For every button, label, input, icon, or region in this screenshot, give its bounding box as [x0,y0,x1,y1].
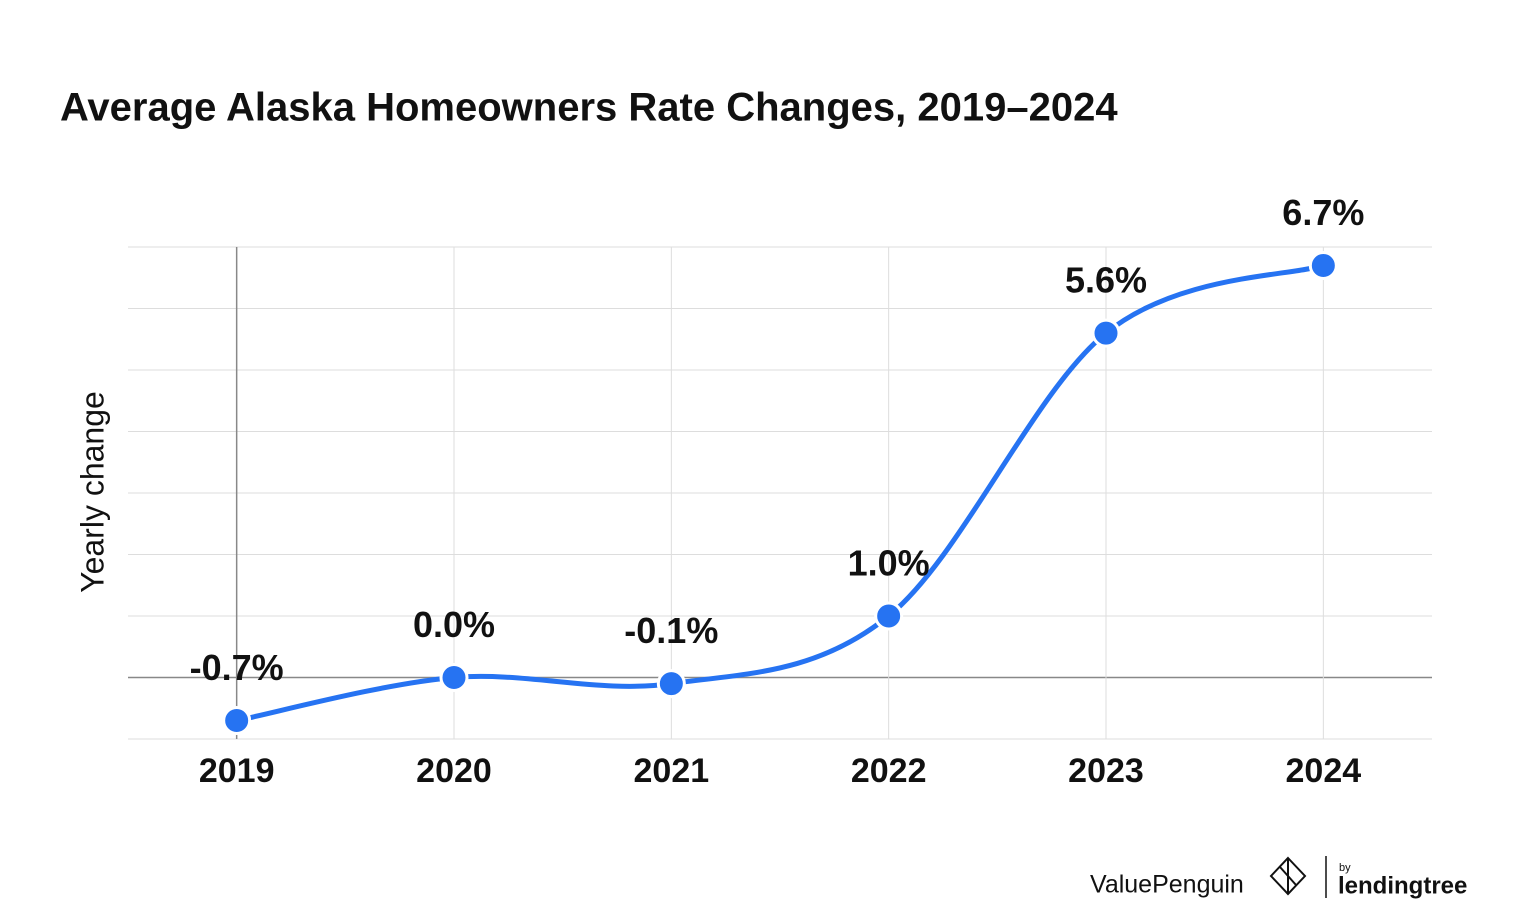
partner: lendingtree [1338,872,1467,899]
point [874,601,904,631]
point [222,706,252,736]
x-tick-label: 2020 [416,752,492,790]
marks: 2019 2020 2021 2022 2023 2024 -0.7% 0.0% -0.1% 1.… [190,192,1365,790]
point [1091,318,1121,348]
brand: ValuePenguin [1090,871,1244,899]
value-label: 6.7% [1282,192,1364,233]
by-text: by [1339,862,1351,874]
x-tick-label: 2024 [1286,752,1362,790]
value-label: 0.0% [413,604,495,645]
x-tick-label: 2022 [851,752,927,790]
brand-icon [1269,856,1307,896]
value-label: -0.7% [190,647,284,688]
x-tick-label: 2019 [199,752,275,790]
logo: ValuePenguin by lendingtree [1090,856,1467,899]
point [439,663,469,692]
chart-title: Average Alaska Homeowners Rate Changes, … [60,86,1118,130]
x-tick-label: 2021 [634,752,710,790]
point [1308,250,1338,280]
value-label: 5.6% [1065,260,1147,301]
value-label: 1.0% [848,543,930,584]
value-label: -0.1% [624,610,718,651]
grid [128,246,1432,740]
y-axis-label: Yearly change [74,391,110,593]
point [656,669,686,699]
x-tick-label: 2023 [1068,752,1144,790]
